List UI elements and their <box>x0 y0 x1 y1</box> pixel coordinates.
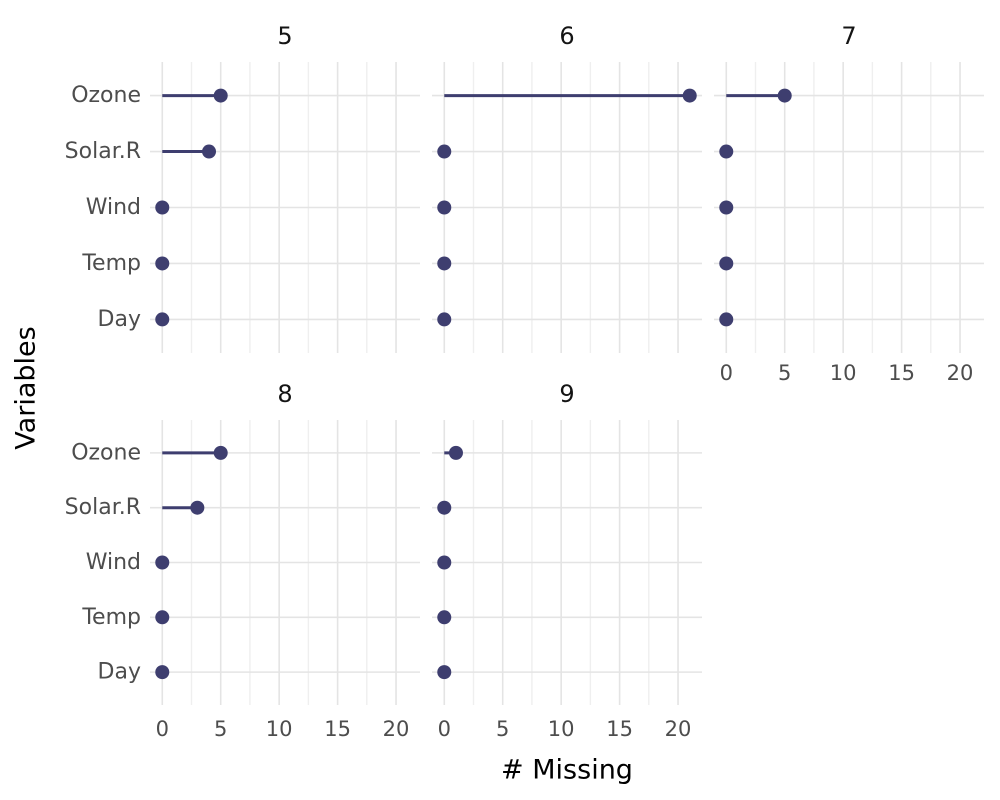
lollipop-dot <box>202 144 217 159</box>
facet-strip-label: 7 <box>841 22 856 50</box>
x-tick-label: 15 <box>888 361 915 385</box>
x-tick-label: 5 <box>214 717 227 741</box>
lollipop-dot <box>190 500 205 515</box>
x-tick-label: 20 <box>665 717 692 741</box>
x-tick-label: 5 <box>496 717 509 741</box>
y-tick-label: Wind <box>86 550 141 575</box>
x-tick-label: 10 <box>548 717 575 741</box>
lollipop-dot <box>437 665 452 680</box>
x-tick-label: 20 <box>383 717 410 741</box>
x-tick-label: 15 <box>324 717 351 741</box>
lollipop-dot <box>448 445 463 460</box>
lollipop-dot <box>155 256 170 271</box>
facet-strip-label: 9 <box>559 380 574 408</box>
lollipop-dot <box>437 144 452 159</box>
facet-strip-label: 8 <box>277 380 292 408</box>
lollipop-dot <box>155 555 170 570</box>
x-tick-label: 15 <box>606 717 633 741</box>
lollipop-dot <box>437 256 452 271</box>
lollipop-dot <box>437 555 452 570</box>
x-tick-label: 0 <box>720 361 733 385</box>
lollipop-dot <box>155 610 170 625</box>
y-tick-label: Ozone <box>71 83 141 108</box>
y-tick-label: Temp <box>81 605 141 630</box>
lollipop-dot <box>437 500 452 515</box>
y-tick-label: Ozone <box>71 440 141 465</box>
lollipop-dot <box>213 88 228 103</box>
x-tick-label: 5 <box>778 361 791 385</box>
y-tick-label: Solar.R <box>65 139 141 164</box>
y-tick-label: Day <box>98 660 141 685</box>
lollipop-dot <box>719 144 734 159</box>
x-tick-label: 20 <box>947 361 974 385</box>
lollipop-dot <box>213 445 228 460</box>
facet-strip-label: 5 <box>277 22 292 50</box>
lollipop-dot <box>155 312 170 327</box>
lollipop-dot <box>155 665 170 680</box>
y-tick-label: Wind <box>86 195 141 220</box>
y-tick-label: Temp <box>81 251 141 276</box>
lollipop-dot <box>719 312 734 327</box>
x-tick-label: 0 <box>438 717 451 741</box>
y-axis-title: Variables <box>10 326 42 450</box>
y-tick-label: Day <box>98 307 141 332</box>
lollipop-dot <box>437 200 452 215</box>
y-tick-label: Solar.R <box>65 495 141 520</box>
lollipop-dot <box>437 610 452 625</box>
lollipop-dot <box>155 200 170 215</box>
lollipop-dot <box>777 88 792 103</box>
x-tick-label: 10 <box>266 717 293 741</box>
x-axis-title: # Missing <box>501 754 633 786</box>
x-tick-label: 0 <box>156 717 169 741</box>
lollipop-dot <box>719 200 734 215</box>
x-tick-label: 10 <box>830 361 857 385</box>
facet-strip-label: 6 <box>559 22 574 50</box>
lollipop-dot <box>682 88 697 103</box>
lollipop-dot <box>437 312 452 327</box>
lollipop-dot <box>719 256 734 271</box>
